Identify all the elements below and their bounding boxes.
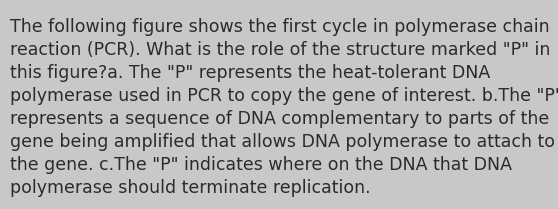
Text: the gene. c.The "P" indicates where on the DNA that DNA: the gene. c.The "P" indicates where on t… bbox=[10, 156, 512, 174]
Text: reaction (PCR). What is the role of the structure marked "P" in: reaction (PCR). What is the role of the … bbox=[10, 41, 550, 59]
Text: gene being amplified that allows DNA polymerase to attach to: gene being amplified that allows DNA pol… bbox=[10, 133, 555, 151]
Text: represents a sequence of DNA complementary to parts of the: represents a sequence of DNA complementa… bbox=[10, 110, 549, 128]
Text: The following figure shows the first cycle in polymerase chain: The following figure shows the first cyc… bbox=[10, 18, 550, 36]
Text: this figure?a. The "P" represents the heat-tolerant DNA: this figure?a. The "P" represents the he… bbox=[10, 64, 490, 82]
Text: polymerase used in PCR to copy the gene of interest. b.The "P": polymerase used in PCR to copy the gene … bbox=[10, 87, 558, 105]
Text: polymerase should terminate replication.: polymerase should terminate replication. bbox=[10, 179, 371, 197]
